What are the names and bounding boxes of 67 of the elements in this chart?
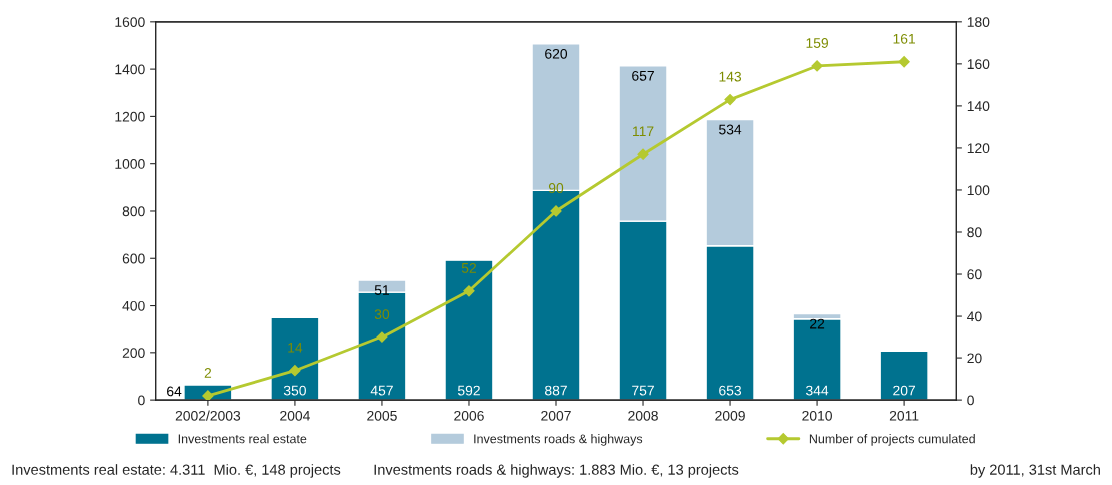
bar bbox=[270, 316, 320, 401]
data-label: 64 bbox=[167, 386, 182, 397]
x-tick-label: 2006 bbox=[454, 410, 484, 421]
data-label: 117 bbox=[633, 126, 654, 137]
data-label: 620 bbox=[545, 48, 568, 59]
data-label: 14 bbox=[288, 342, 303, 353]
point bbox=[289, 365, 301, 377]
y-tick-label: 600 bbox=[122, 253, 145, 264]
bar bbox=[444, 259, 494, 401]
data-label: 657 bbox=[632, 70, 654, 81]
point bbox=[637, 148, 649, 160]
x-tick-label: 2009 bbox=[715, 410, 745, 421]
x-tick-label: 2002/2003 bbox=[175, 410, 241, 421]
text: Investments real estate: 4.311 Mio. €, 148 projects bbox=[12, 464, 341, 478]
y-tick-label: 800 bbox=[122, 206, 145, 217]
data-label: 757 bbox=[632, 385, 654, 396]
point bbox=[724, 93, 736, 106]
data-label: 30 bbox=[374, 309, 390, 320]
x-tick-label: 2007 bbox=[541, 410, 571, 421]
y-tick-label: 1600 bbox=[115, 17, 145, 27]
x-tick-label: 2004 bbox=[280, 410, 310, 421]
data-label: 534 bbox=[719, 124, 742, 135]
y2-tick-label: 40 bbox=[967, 311, 982, 322]
text: Investments roads & highways: 1.883 Mio. €, 13 projects bbox=[374, 464, 739, 478]
x-tick-label: 2010 bbox=[802, 410, 832, 421]
y-tick-label: 200 bbox=[122, 348, 145, 359]
y2-tick-label: 60 bbox=[967, 269, 982, 280]
data-label: 51 bbox=[374, 285, 389, 295]
x-tick-label: 2005 bbox=[367, 410, 397, 421]
y2-tick-label: 80 bbox=[967, 227, 982, 238]
data-label: 22 bbox=[810, 318, 825, 329]
y-tick-label: 400 bbox=[122, 300, 145, 311]
legend-label: Investments roads & highways bbox=[474, 434, 643, 446]
legend-label: Number of projects cumulated bbox=[809, 434, 975, 446]
y2-tick-label: 0 bbox=[967, 395, 974, 406]
data-label: 90 bbox=[548, 183, 564, 193]
data-label: 350 bbox=[283, 385, 306, 396]
y2-tick-label: 20 bbox=[967, 353, 982, 364]
data-label: 592 bbox=[457, 385, 480, 396]
data-label: 161 bbox=[893, 33, 916, 44]
y-tick-label: 1000 bbox=[115, 159, 145, 169]
x-tick-label: 2008 bbox=[628, 410, 658, 421]
legend-label: Investments real estate bbox=[178, 434, 307, 444]
x-tick-label: 2011 bbox=[889, 410, 919, 421]
y2-tick-label: 160 bbox=[967, 59, 990, 70]
data-label: 344 bbox=[806, 385, 829, 396]
point bbox=[898, 56, 910, 68]
data-label: 52 bbox=[461, 262, 476, 273]
bar bbox=[879, 350, 929, 401]
data-label: 2 bbox=[204, 368, 212, 378]
data-label: 207 bbox=[893, 385, 915, 396]
data-label: 887 bbox=[545, 385, 567, 396]
y2-tick-label: 100 bbox=[967, 185, 990, 196]
y2-tick-label: 120 bbox=[967, 143, 990, 154]
y-tick-label: 1400 bbox=[115, 64, 145, 75]
y-tick-label: 0 bbox=[138, 395, 145, 406]
y2-tick-label: 140 bbox=[967, 101, 990, 112]
data-label: 143 bbox=[719, 71, 742, 82]
data-label: 653 bbox=[719, 385, 742, 396]
y2-tick-label: 180 bbox=[967, 17, 990, 27]
point bbox=[376, 331, 388, 343]
y-tick-label: 1200 bbox=[115, 111, 145, 122]
point bbox=[811, 60, 823, 72]
text: by 2011, 31st March bbox=[970, 464, 1100, 478]
data-label: 159 bbox=[806, 38, 829, 48]
data-label: 457 bbox=[370, 385, 393, 396]
point bbox=[463, 285, 475, 297]
